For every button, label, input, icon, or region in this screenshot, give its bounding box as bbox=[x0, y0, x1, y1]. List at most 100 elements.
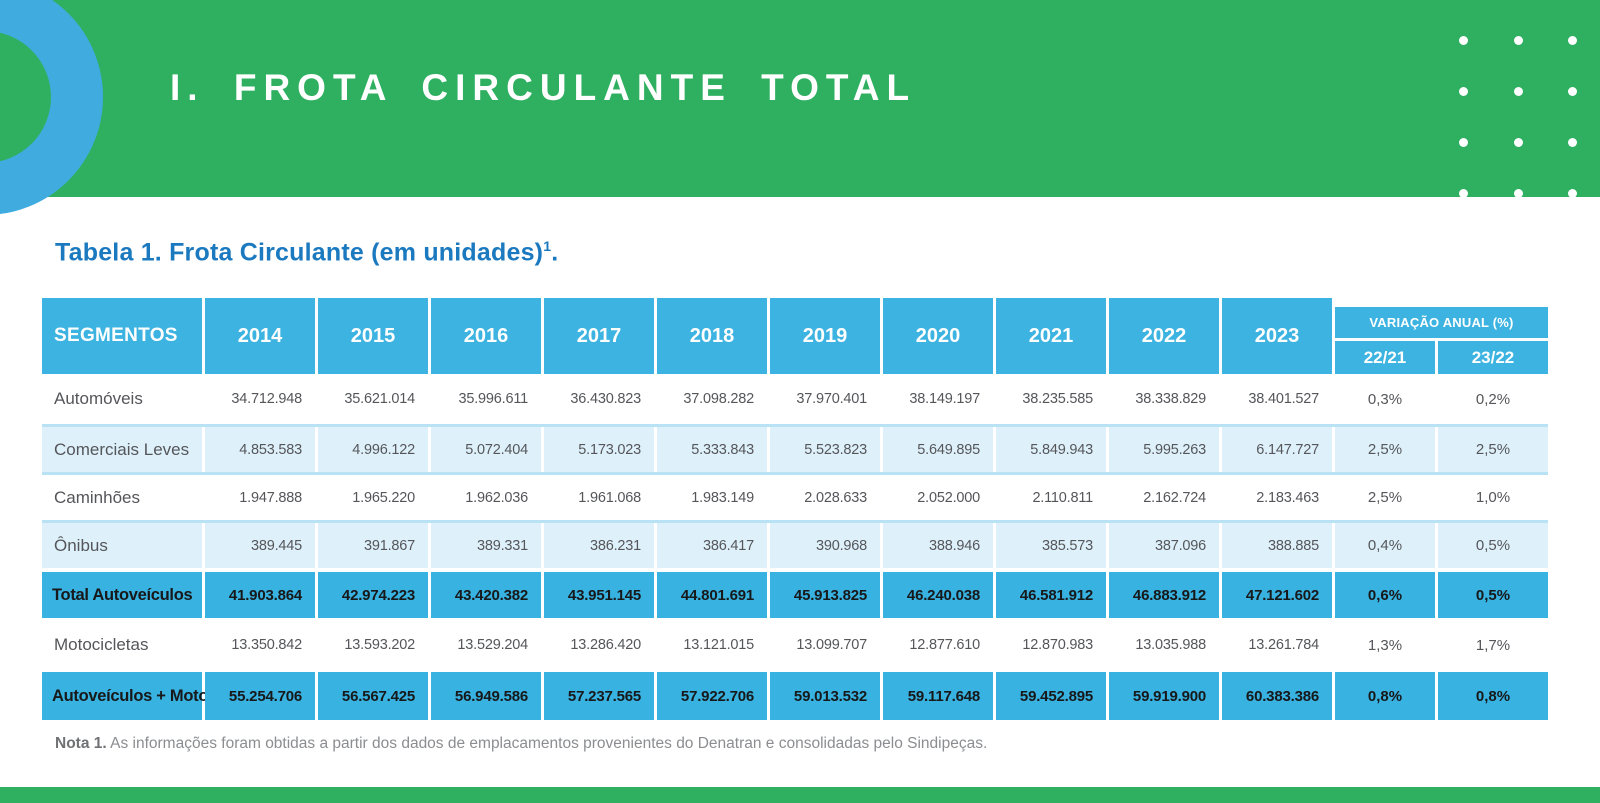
variation-cell: 0,2% bbox=[1475, 390, 1511, 408]
value-cell: 1.965.220 bbox=[352, 489, 415, 506]
table-row-total-autoveiculos: Total Autoveículos 41.903.864 42.974.223… bbox=[42, 572, 1548, 618]
value-cell: 36.430.823 bbox=[570, 391, 641, 407]
variation-cell: 0,5% bbox=[1438, 523, 1548, 568]
value-cell: 390.968 bbox=[770, 523, 880, 568]
value-cell: 59.013.532 bbox=[770, 672, 880, 720]
column-header-var-22-21: 22/21 bbox=[1335, 341, 1435, 374]
variation-cell: 1,3% bbox=[1367, 636, 1403, 654]
value-cell: 388.946 bbox=[883, 523, 993, 568]
footnote: Nota 1. As informações foram obtidas a p… bbox=[55, 735, 987, 753]
footer-bar bbox=[0, 787, 1600, 803]
segment-label: Comerciais Leves bbox=[42, 427, 202, 472]
value-cell: 5.523.823 bbox=[770, 427, 880, 472]
value-cell: 37.098.282 bbox=[683, 391, 754, 407]
value-cell: 34.712.948 bbox=[231, 391, 302, 407]
value-cell: 5.995.263 bbox=[1109, 427, 1219, 472]
value-cell: 1.962.036 bbox=[465, 489, 528, 506]
variation-cell: 1,7% bbox=[1475, 636, 1511, 654]
value-cell: 46.240.038 bbox=[883, 572, 993, 618]
dot bbox=[1568, 189, 1577, 198]
value-cell: 6.147.727 bbox=[1222, 427, 1332, 472]
variation-cell: 0,5% bbox=[1438, 572, 1548, 618]
table-row-autoveiculos-mais-motos: Autoveículos + Motos 55.254.706 56.567.4… bbox=[42, 672, 1548, 720]
value-cell: 387.096 bbox=[1109, 523, 1219, 568]
variation-cell: 0,4% bbox=[1335, 523, 1435, 568]
value-cell: 2.162.724 bbox=[1143, 489, 1206, 506]
column-header-year: 2015 bbox=[318, 298, 428, 374]
value-cell: 5.333.843 bbox=[657, 427, 767, 472]
column-header-year: 2023 bbox=[1222, 298, 1332, 374]
value-cell: 13.121.015 bbox=[683, 637, 754, 653]
value-cell: 5.072.404 bbox=[431, 427, 541, 472]
value-cell: 38.235.585 bbox=[1022, 391, 1093, 407]
variation-cell: 2,5% bbox=[1367, 489, 1403, 506]
dot bbox=[1568, 87, 1577, 96]
dots-pattern-decoration bbox=[1437, 14, 1582, 198]
value-cell: 60.383.386 bbox=[1222, 672, 1332, 720]
column-header-year: 2022 bbox=[1109, 298, 1219, 374]
value-cell: 44.801.691 bbox=[657, 572, 767, 618]
column-header-year: 2014 bbox=[205, 298, 315, 374]
variation-subheaders: 22/21 23/22 bbox=[1335, 341, 1548, 374]
value-cell: 4.996.122 bbox=[318, 427, 428, 472]
dot bbox=[1514, 189, 1523, 198]
value-cell: 45.913.825 bbox=[770, 572, 880, 618]
value-cell: 57.237.565 bbox=[544, 672, 654, 720]
footnote-label: Nota 1. bbox=[55, 735, 107, 752]
segment-label: Motocicletas bbox=[54, 635, 149, 654]
value-cell: 2.052.000 bbox=[917, 489, 980, 506]
value-cell: 391.867 bbox=[318, 523, 428, 568]
value-cell: 386.417 bbox=[657, 523, 767, 568]
value-cell: 46.581.912 bbox=[996, 572, 1106, 618]
segment-label: Automóveis bbox=[54, 389, 143, 408]
variation-cell: 2,5% bbox=[1438, 427, 1548, 472]
column-header-year: 2021 bbox=[996, 298, 1106, 374]
table-caption: Tabela 1. Frota Circulante (em unidades)… bbox=[55, 238, 558, 267]
value-cell: 46.883.912 bbox=[1109, 572, 1219, 618]
value-cell: 59.919.900 bbox=[1109, 672, 1219, 720]
value-cell: 38.401.527 bbox=[1248, 391, 1319, 407]
value-cell: 35.996.611 bbox=[458, 391, 529, 407]
column-header-segments: SEGMENTOS bbox=[42, 298, 202, 374]
value-cell: 59.117.648 bbox=[883, 672, 993, 720]
value-cell: 5.173.023 bbox=[544, 427, 654, 472]
value-cell: 57.922.706 bbox=[657, 672, 767, 720]
value-cell: 47.121.602 bbox=[1222, 572, 1332, 618]
table-row-caminhoes: Caminhões 1.947.888 1.965.220 1.962.036 … bbox=[42, 472, 1548, 520]
value-cell: 56.949.586 bbox=[431, 672, 541, 720]
value-cell: 13.593.202 bbox=[344, 637, 415, 653]
value-cell: 43.420.382 bbox=[431, 572, 541, 618]
value-cell: 4.853.583 bbox=[205, 427, 315, 472]
variation-cell: 0,3% bbox=[1367, 390, 1403, 408]
value-cell: 41.903.864 bbox=[205, 572, 315, 618]
value-cell: 385.573 bbox=[996, 523, 1106, 568]
value-cell: 5.849.943 bbox=[996, 427, 1106, 472]
footnote-marker: 1 bbox=[543, 238, 552, 254]
value-cell: 42.974.223 bbox=[318, 572, 428, 618]
footnote-text: As informações foram obtidas a partir do… bbox=[106, 735, 988, 752]
value-cell: 55.254.706 bbox=[205, 672, 315, 720]
dot bbox=[1459, 138, 1468, 147]
fleet-table: SEGMENTOS 2014 2015 2016 2017 2018 2019 … bbox=[42, 298, 1548, 720]
value-cell: 1.983.149 bbox=[691, 489, 754, 506]
value-cell: 1.947.888 bbox=[239, 489, 302, 506]
segment-label: Autoveículos + Motos bbox=[42, 672, 217, 720]
column-header-year: 2019 bbox=[770, 298, 880, 374]
column-group-variation: VARIAÇÃO ANUAL (%) 22/21 23/22 bbox=[1335, 298, 1548, 374]
section-title: I. FROTA CIRCULANTE TOTAL bbox=[170, 67, 917, 108]
dot bbox=[1459, 36, 1468, 45]
dot bbox=[1514, 36, 1523, 45]
dot bbox=[1568, 138, 1577, 147]
value-cell: 2.028.633 bbox=[804, 489, 867, 506]
dot bbox=[1514, 138, 1523, 147]
value-cell: 35.621.014 bbox=[344, 391, 415, 407]
table-header-row: SEGMENTOS 2014 2015 2016 2017 2018 2019 … bbox=[42, 298, 1548, 374]
column-header-year: 2018 bbox=[657, 298, 767, 374]
variation-group-header: VARIAÇÃO ANUAL (%) bbox=[1335, 307, 1548, 338]
value-cell: 389.445 bbox=[205, 523, 315, 568]
dot bbox=[1568, 36, 1577, 45]
value-cell: 56.567.425 bbox=[318, 672, 428, 720]
value-cell: 5.649.895 bbox=[883, 427, 993, 472]
column-header-year: 2016 bbox=[431, 298, 541, 374]
